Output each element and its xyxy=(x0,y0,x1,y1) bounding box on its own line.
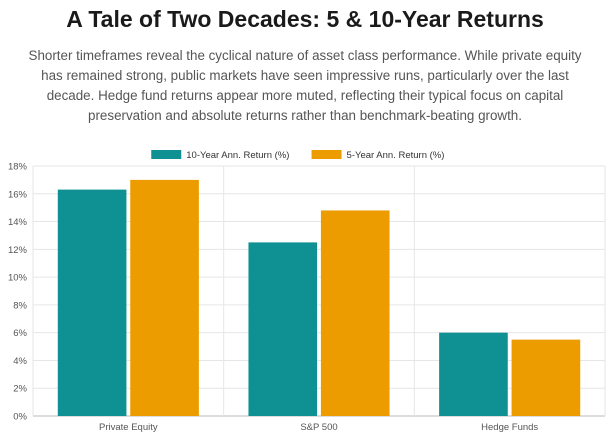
y-tick-label: 10% xyxy=(8,273,28,284)
y-axis: 0% 2% 4% 6% 8% 10% 12% 14% 16% 18% xyxy=(8,162,28,423)
bar xyxy=(130,179,199,416)
y-tick-label: 8% xyxy=(13,300,27,311)
legend-label: 10-Year Ann. Return (%) xyxy=(186,150,289,161)
x-tick-label: S&P 500 xyxy=(300,422,337,433)
bar xyxy=(320,210,390,416)
legend-label: 5-Year Ann. Return (%) xyxy=(347,150,445,161)
legend-swatch xyxy=(311,150,342,159)
bars xyxy=(57,179,581,416)
y-tick-label: 2% xyxy=(13,384,27,395)
grid xyxy=(32,165,606,417)
bar xyxy=(57,189,127,416)
legend: 10-Year Ann. Return (%) 5-Year Ann. Retur… xyxy=(151,150,444,161)
bar xyxy=(511,339,581,416)
y-tick-label: 16% xyxy=(8,189,28,200)
x-tick-label: Private Equity xyxy=(99,422,158,433)
x-axis: Private Equity S&P 500 Hedge Funds xyxy=(99,422,538,433)
y-tick-label: 6% xyxy=(13,328,27,339)
bar xyxy=(439,332,508,416)
y-tick-label: 12% xyxy=(8,245,28,256)
y-tick-label: 18% xyxy=(8,162,28,173)
y-tick-label: 4% xyxy=(13,356,27,367)
bar xyxy=(248,242,318,416)
y-tick-label: 0% xyxy=(13,412,27,423)
chart-subtitle: Shorter timeframes reveal the cyclical n… xyxy=(28,48,582,123)
chart-title: A Tale of Two Decades: 5 & 10-Year Retur… xyxy=(66,6,544,32)
bar-chart: 10-Year Ann. Return (%) 5-Year Ann. Retur… xyxy=(8,150,606,433)
x-tick-label: Hedge Funds xyxy=(481,422,538,433)
legend-swatch xyxy=(151,150,182,159)
y-tick-label: 14% xyxy=(8,217,28,228)
